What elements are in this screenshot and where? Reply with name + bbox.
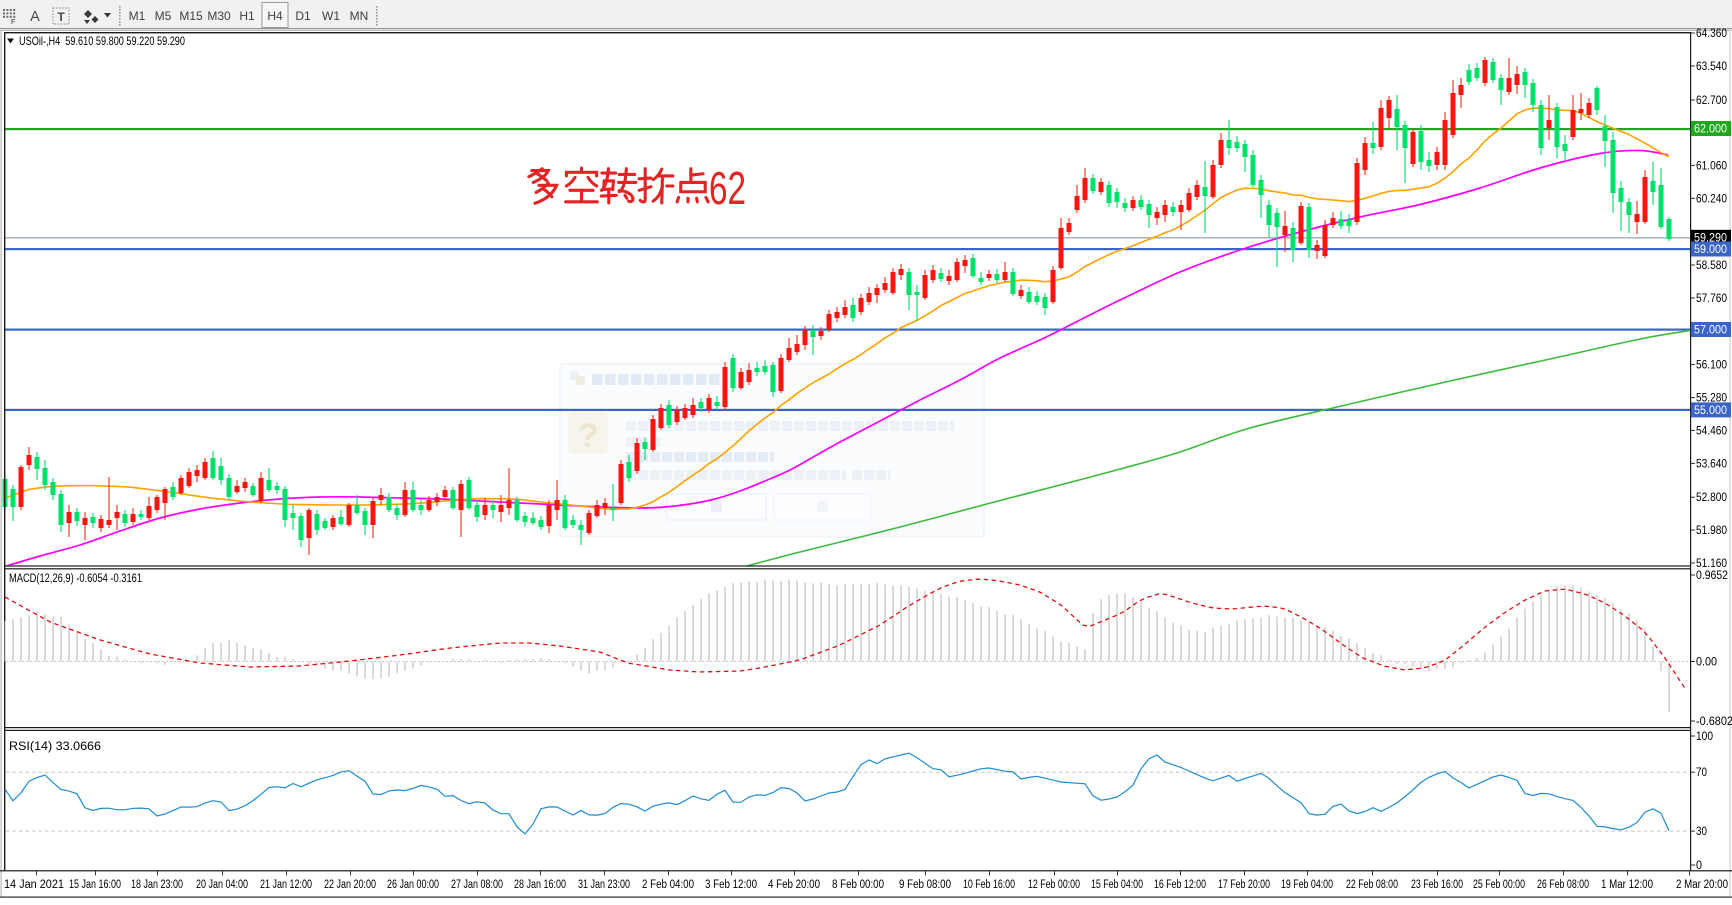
svg-text:61.060: 61.060 [1696,160,1727,172]
svg-text:62: 62 [709,162,746,214]
svg-text:31 Jan 23:00: 31 Jan 23:00 [578,879,630,891]
svg-text:20 Jan 04:00: 20 Jan 04:00 [196,879,248,891]
svg-text:51.980: 51.980 [1696,525,1727,537]
svg-text:RSI(14) 33.0666: RSI(14) 33.0666 [9,741,101,753]
svg-text:4 Feb 20:00: 4 Feb 20:00 [768,879,820,891]
svg-text:53.640: 53.640 [1696,458,1727,470]
svg-text:16 Feb 12:00: 16 Feb 12:00 [1154,879,1206,891]
svg-text:1 Mar 12:00: 1 Mar 12:00 [1601,879,1653,891]
svg-text:D1: D1 [295,9,311,23]
svg-text:26 Feb 08:00: 26 Feb 08:00 [1537,879,1589,891]
svg-text:57.000: 57.000 [1694,325,1727,337]
svg-text:58.580: 58.580 [1696,260,1727,272]
svg-text:H1: H1 [239,9,255,23]
svg-text:F: F [11,19,15,26]
svg-text:23 Feb 16:00: 23 Feb 16:00 [1411,879,1463,891]
svg-text:22 Feb 08:00: 22 Feb 08:00 [1346,879,1398,891]
svg-text:57.760: 57.760 [1696,293,1727,305]
svg-text:21 Jan 12:00: 21 Jan 12:00 [260,879,312,891]
svg-text:12 Feb 00:00: 12 Feb 00:00 [1028,879,1080,891]
svg-text:8 Feb 00:00: 8 Feb 00:00 [832,879,884,891]
svg-text:M1: M1 [129,9,146,23]
svg-text:0: 0 [1696,860,1702,872]
svg-text:10 Feb 16:00: 10 Feb 16:00 [963,879,1015,891]
svg-text:26 Jan 00:00: 26 Jan 00:00 [387,879,439,891]
svg-text:55.000: 55.000 [1694,405,1727,417]
svg-text:0.00: 0.00 [1696,657,1717,669]
svg-text:51.160: 51.160 [1696,558,1727,570]
svg-text:0.9652: 0.9652 [1696,570,1728,582]
svg-text:22 Jan 20:00: 22 Jan 20:00 [324,879,376,891]
svg-text:-0.6802: -0.6802 [1696,716,1732,728]
svg-text:H4: H4 [267,9,283,23]
svg-text:54.460: 54.460 [1696,426,1727,438]
svg-text:56.100: 56.100 [1696,360,1727,372]
svg-text:M15: M15 [179,9,203,23]
svg-text:15 Feb 04:00: 15 Feb 04:00 [1091,879,1143,891]
svg-text:9 Feb 08:00: 9 Feb 08:00 [899,879,951,891]
svg-text:60.240: 60.240 [1696,193,1727,205]
svg-text:70: 70 [1696,767,1707,779]
svg-text:15 Jan 16:00: 15 Jan 16:00 [69,879,121,891]
svg-text:30: 30 [1696,826,1707,838]
svg-text:17 Feb 20:00: 17 Feb 20:00 [1218,879,1270,891]
svg-text:MN: MN [350,9,369,23]
svg-text:62.000: 62.000 [1694,124,1727,136]
svg-text:W1: W1 [322,9,340,23]
svg-text:T: T [57,10,65,24]
svg-text:MACD(12,26,9) -0.6054 -0.3161: MACD(12,26,9) -0.6054 -0.3161 [9,573,142,585]
svg-text:USOil-,H4 59.610 59.800 59.22: USOil-,H4 59.610 59.800 59.220 59.290 [19,34,185,48]
svg-text:M5: M5 [155,9,172,23]
svg-text:27 Jan 08:00: 27 Jan 08:00 [451,879,503,891]
svg-text:3 Feb 12:00: 3 Feb 12:00 [705,879,757,891]
svg-text:?: ? [578,417,599,455]
svg-text:62.700: 62.700 [1696,95,1727,107]
svg-text:19 Feb 04:00: 19 Feb 04:00 [1281,879,1333,891]
svg-text:63.540: 63.540 [1696,61,1727,73]
svg-text:2 Mar 20:00: 2 Mar 20:00 [1676,879,1728,891]
svg-text:2 Feb 04:00: 2 Feb 04:00 [642,879,694,891]
svg-text:59.000: 59.000 [1694,244,1727,256]
svg-text:14 Jan 2021: 14 Jan 2021 [4,879,64,891]
svg-text:25 Feb 00:00: 25 Feb 00:00 [1473,879,1525,891]
svg-text:100: 100 [1696,731,1713,743]
svg-text:A: A [30,9,40,25]
svg-text:52.800: 52.800 [1696,492,1727,504]
svg-text:M30: M30 [207,9,231,23]
svg-text:64.360: 64.360 [1696,28,1727,40]
svg-text:18 Jan 23:00: 18 Jan 23:00 [131,879,183,891]
svg-text:28 Jan 16:00: 28 Jan 16:00 [514,879,566,891]
